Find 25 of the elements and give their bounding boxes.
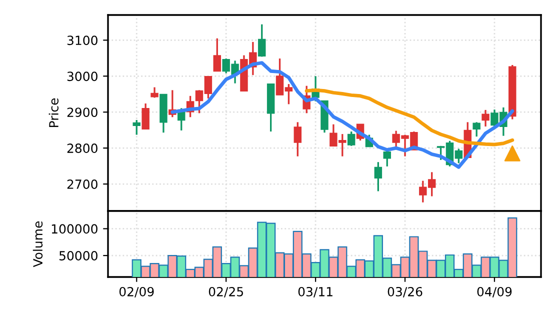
- y-axis-title: Price: [48, 98, 58, 128]
- line-series: [304, 88, 514, 146]
- y-tick-label: 100000: [52, 224, 98, 234]
- candlestick: [472, 121, 480, 138]
- candlestick: [294, 121, 302, 158]
- candlestick: [150, 86, 158, 99]
- candlestick: [258, 24, 266, 58]
- x-tick-label: 02/25: [208, 286, 244, 298]
- candlestick: [347, 130, 356, 147]
- candlestick: [213, 38, 222, 72]
- x-tick-label: 02/09: [119, 286, 154, 298]
- y-tick-label: 3000: [67, 72, 98, 82]
- candlestick: [132, 119, 140, 136]
- y-tick-label: 50000: [59, 251, 98, 260]
- x-tick-label: 04/09: [477, 286, 512, 298]
- candlestick: [374, 161, 382, 192]
- x-tick-label: 03/11: [298, 286, 332, 298]
- candlestick: [482, 109, 490, 128]
- y-tick-label: 2700: [67, 180, 98, 189]
- y-tick-label: 2900: [67, 108, 98, 118]
- x-tick-label: 03/26: [388, 286, 422, 298]
- candlestick: [142, 102, 150, 130]
- y-tick-label: 2800: [67, 144, 98, 153]
- y-axis-title: Volume: [32, 221, 43, 268]
- y-tick-label: 3100: [67, 36, 98, 46]
